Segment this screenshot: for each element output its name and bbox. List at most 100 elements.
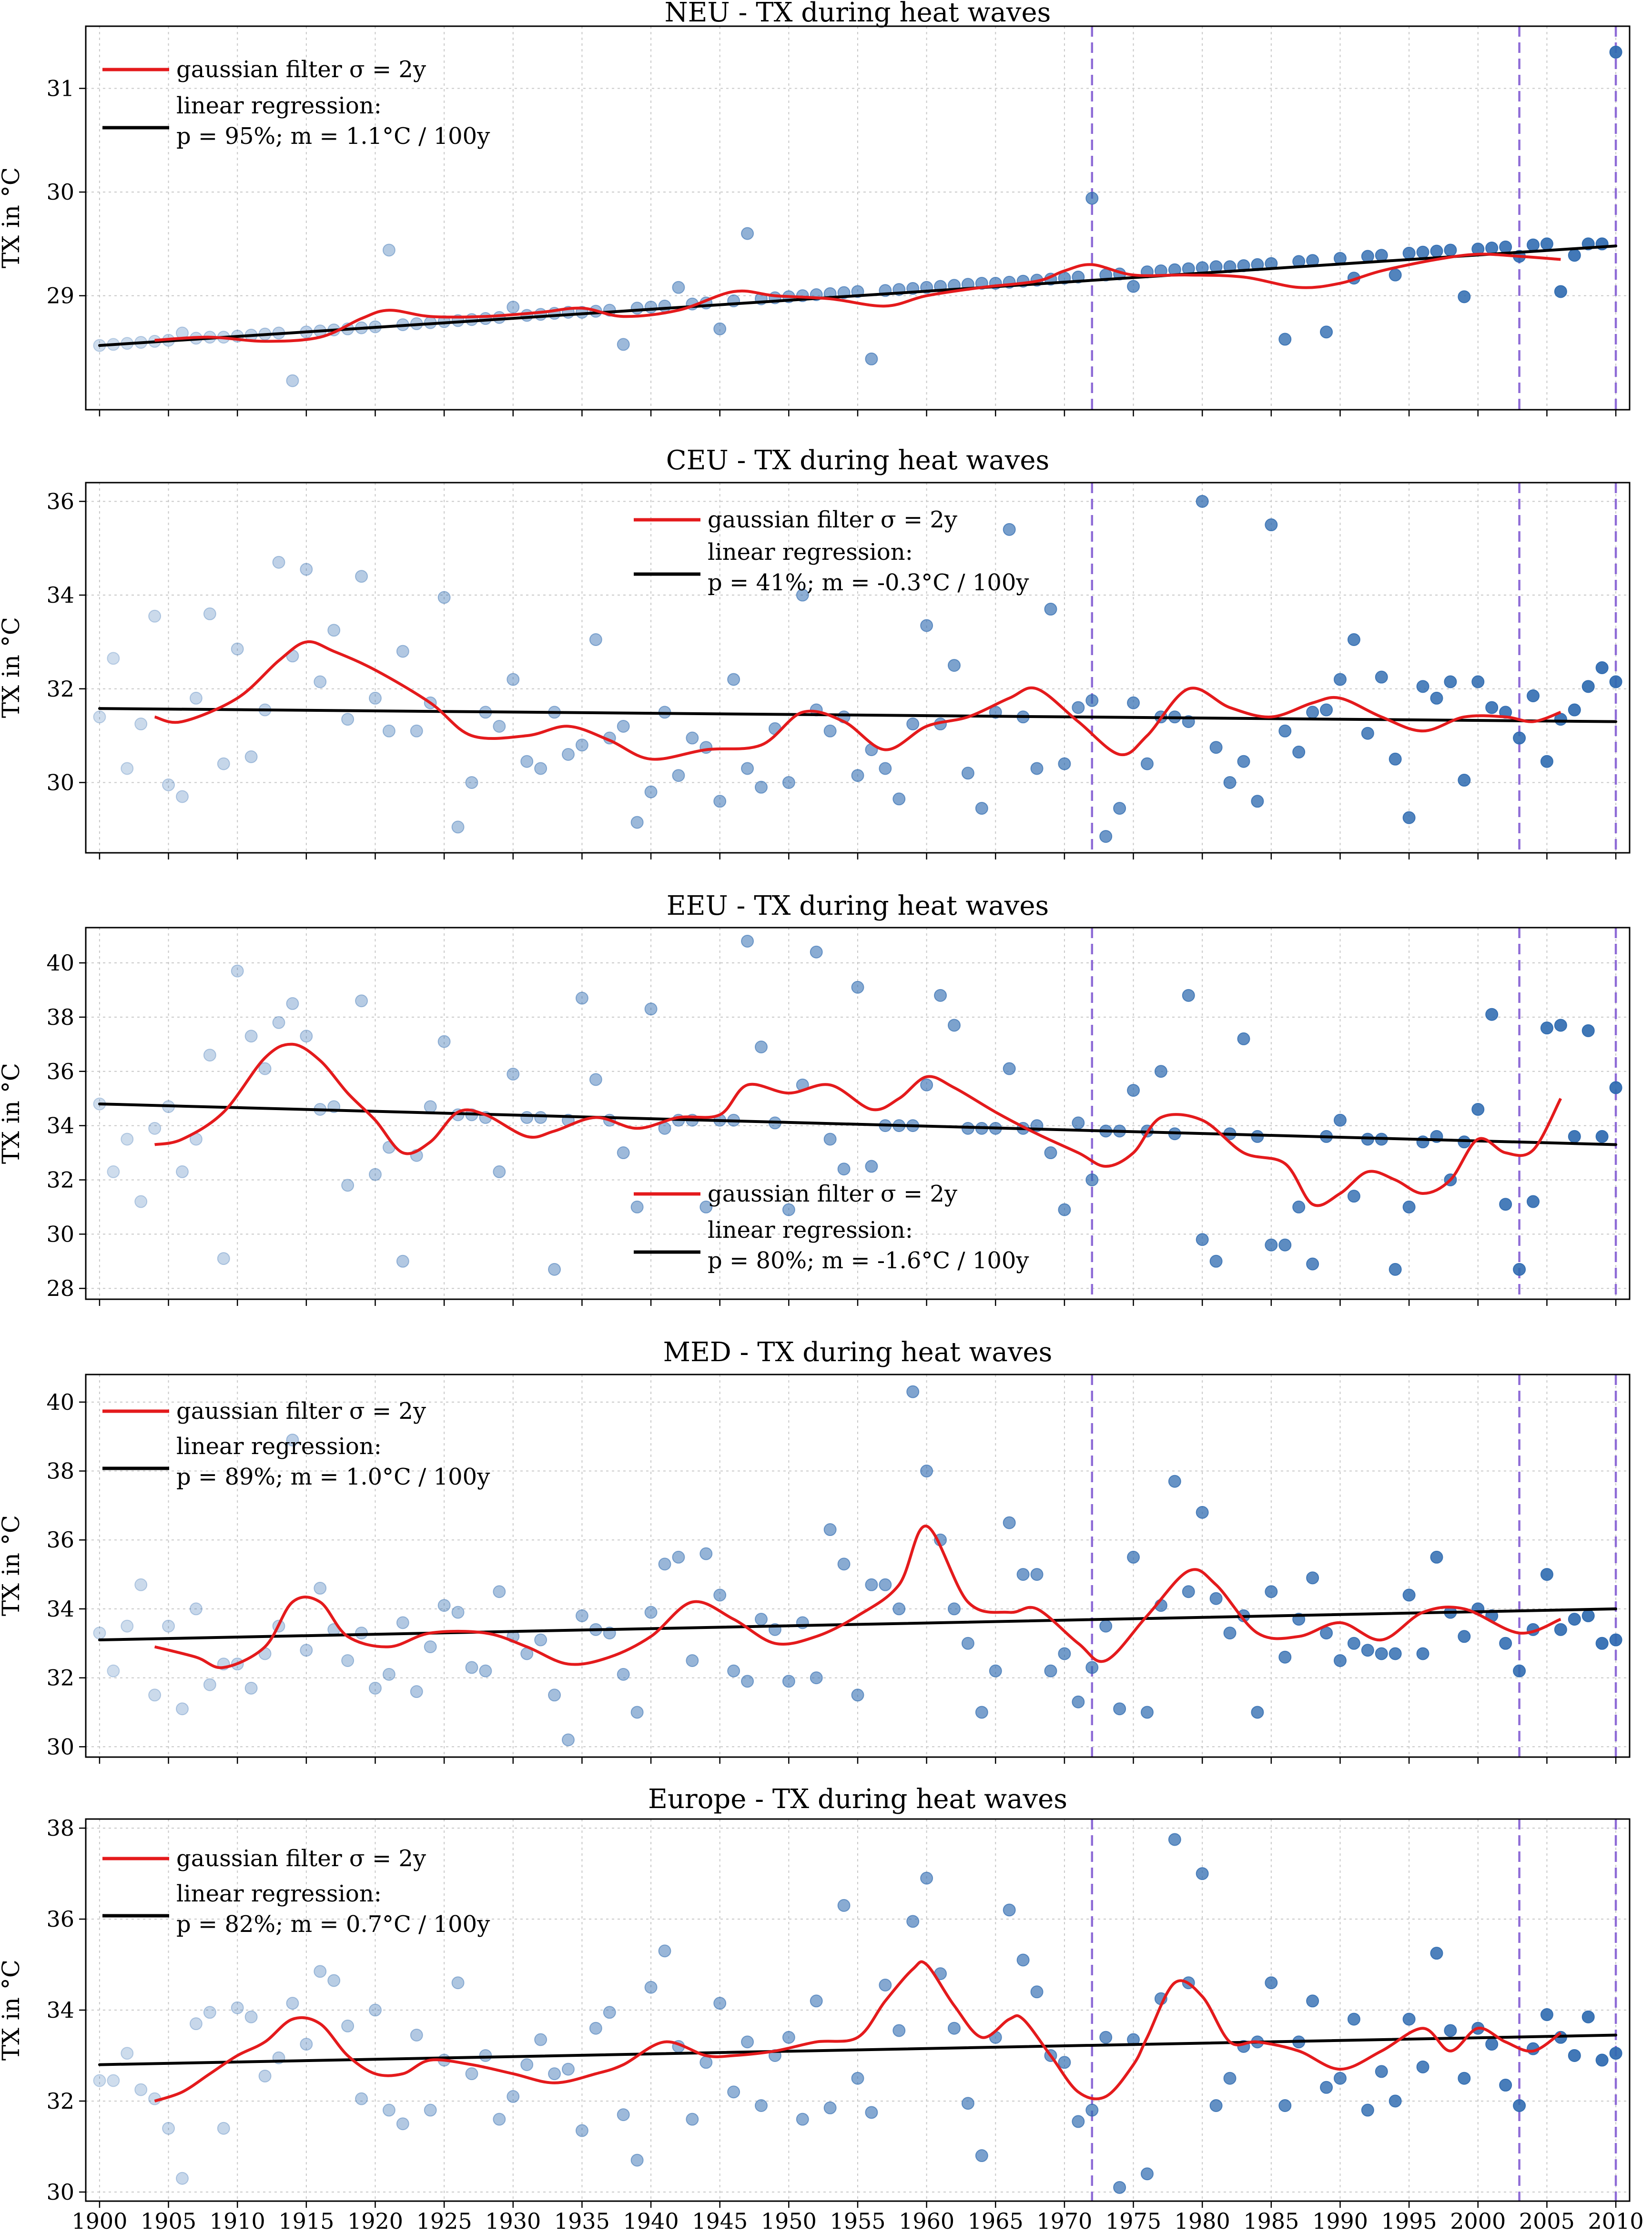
data-point: [258, 1062, 272, 1075]
x-tick-label: 1985: [1243, 2208, 1299, 2234]
data-point: [1306, 1571, 1319, 1585]
data-point: [162, 2122, 175, 2135]
data-point: [865, 352, 878, 365]
y-tick-label: 32: [46, 2088, 74, 2114]
data-point: [1278, 333, 1292, 346]
data-point: [355, 1627, 368, 1640]
data-point: [1072, 1695, 1085, 1708]
data-point: [672, 281, 685, 294]
data-point: [1609, 1633, 1622, 1647]
panel-eeu: EEU - TX during heat waves TX in °C 28 30…: [0, 890, 1631, 1306]
legend-filter-label: gaussian filter σ = 2y: [176, 56, 426, 83]
data-point: [465, 2067, 478, 2081]
regression-line: [98, 244, 1618, 347]
data-point: [231, 2001, 244, 2014]
data-point: [920, 1078, 933, 1092]
data-point: [1554, 1019, 1567, 1032]
data-point: [93, 2074, 106, 2087]
legend-regression-stats: p = 82%; m = 0.7°C / 100y: [176, 1911, 490, 1938]
data-point: [534, 2033, 547, 2046]
data-point: [479, 1664, 492, 1678]
legend: gaussian filter σ = 2y linear regression…: [634, 1181, 1029, 1274]
data-point: [1568, 2049, 1581, 2062]
data-point: [1209, 741, 1223, 754]
data-point: [396, 1616, 409, 1629]
data-point: [300, 2038, 313, 2051]
plot-frame: [85, 927, 1631, 1300]
data-point: [1568, 703, 1581, 717]
data-point: [686, 731, 699, 745]
data-point: [1085, 1661, 1099, 1674]
legend-filter-label: gaussian filter σ = 2y: [176, 1845, 426, 1872]
data-point: [672, 769, 685, 782]
data-point: [617, 2108, 630, 2122]
data-point: [121, 2047, 134, 2060]
data-point: [1609, 2047, 1622, 2060]
y-tick-label: 31: [46, 76, 74, 101]
data-point: [217, 757, 230, 770]
data-point: [1444, 2024, 1457, 2037]
gaussian-filter-line: [154, 640, 1561, 761]
data-point: [382, 2103, 395, 2117]
data-point: [879, 762, 892, 775]
data-point: [699, 1547, 713, 1560]
data-point: [713, 1997, 727, 2010]
data-point: [920, 1465, 933, 1478]
data-point: [300, 563, 313, 576]
legend: gaussian filter σ = 2y linear regression…: [102, 1845, 490, 1938]
legend-regression-stats: p = 95%; m = 1.1°C / 100y: [176, 123, 490, 150]
gaussian-filter-line: [154, 1525, 1561, 1669]
data-point: [961, 2097, 974, 2110]
data-point: [534, 308, 547, 321]
data-point: [1292, 746, 1306, 759]
data-point: [300, 1030, 313, 1043]
trend-lines: [98, 1042, 1618, 1207]
data-point: [1168, 1833, 1181, 1846]
data-point: [1416, 1135, 1429, 1149]
data-point: [658, 299, 671, 313]
x-tick-label: 1960: [899, 2208, 954, 2234]
data-point: [1581, 2010, 1595, 2023]
data-point: [1058, 1203, 1071, 1216]
trend-lines: [98, 1525, 1618, 1669]
gaussian-filter-line: [154, 1042, 1562, 1207]
data-point: [396, 645, 409, 658]
data-point: [162, 1619, 175, 1633]
data-point: [148, 1688, 162, 1702]
data-point: [699, 1200, 713, 1213]
data-point: [782, 1675, 795, 1688]
data-point: [906, 1385, 920, 1398]
x-tick-label: 1975: [1105, 2208, 1161, 2234]
data-point: [1361, 2103, 1374, 2117]
data-point: [369, 2003, 382, 2017]
data-point: [1485, 701, 1499, 714]
data-point: [382, 243, 395, 257]
data-point: [630, 1200, 644, 1213]
data-points: [93, 934, 1622, 1276]
data-point: [355, 2092, 368, 2105]
data-point: [189, 2017, 203, 2031]
y-tick-label: 36: [46, 1906, 74, 1932]
x-tick-label: 2000: [1450, 2208, 1506, 2234]
data-point: [244, 750, 258, 763]
data-point: [1141, 757, 1154, 770]
data-point: [892, 792, 906, 806]
data-point: [327, 624, 341, 637]
data-point: [203, 1049, 216, 1062]
data-point: [1375, 249, 1388, 262]
data-point: [1554, 1623, 1567, 1636]
data-point: [1003, 1516, 1016, 1529]
data-point: [1444, 243, 1457, 257]
data-point: [121, 762, 134, 775]
legend-regression-label: linear regression:: [708, 539, 913, 566]
data-point: [892, 2024, 906, 2037]
regression-line: [98, 707, 1618, 723]
axes-frame: 28 30 32 34 36 38 40: [46, 927, 1631, 1306]
data-point: [1265, 1976, 1278, 1990]
data-point: [121, 1132, 134, 1146]
data-point: [244, 1681, 258, 1695]
data-point: [1416, 1647, 1429, 1660]
panel-title: CEU - TX during heat waves: [666, 445, 1050, 476]
data-point: [1471, 1102, 1485, 1116]
data-point: [1196, 495, 1209, 508]
